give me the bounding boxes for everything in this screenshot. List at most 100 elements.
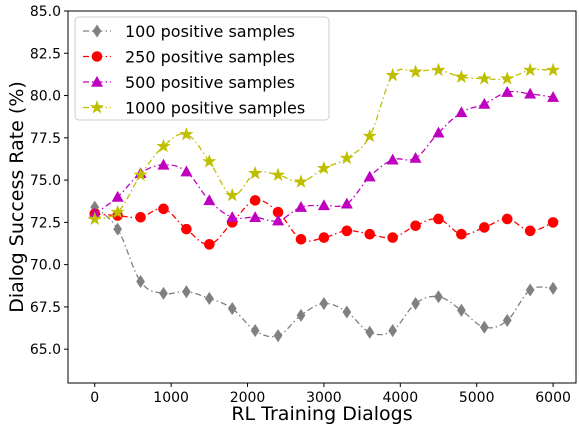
data-point (318, 232, 330, 243)
data-point (203, 194, 216, 206)
data-point (179, 127, 194, 141)
data-point (248, 165, 263, 180)
legend-box (74, 16, 330, 121)
legend: 100 positive samples 250 positive samples… (74, 16, 330, 121)
data-point (204, 239, 215, 250)
data-point (182, 285, 191, 299)
legend-item: 250 positive samples (83, 48, 295, 67)
y-tick-label: 85.0 (30, 4, 61, 20)
data-point (408, 64, 423, 78)
data-point (316, 160, 331, 175)
data-point (385, 67, 400, 82)
data-point (136, 275, 145, 289)
x-axis-title: RL Training Dialogs (231, 403, 412, 425)
y-tick-label: 77.5 (30, 131, 61, 147)
data-point (364, 228, 376, 240)
data-point (479, 320, 489, 334)
series-1 (90, 200, 558, 343)
legend-marker (91, 51, 103, 62)
legend-label: 1000 positive samples (125, 99, 305, 118)
data-point (501, 86, 514, 97)
data-point (388, 324, 398, 338)
data-point (204, 291, 214, 305)
data-point (547, 217, 559, 228)
series-line (94, 68, 554, 220)
data-point (110, 204, 125, 219)
x-tick-label: 4000 (382, 390, 418, 406)
data-point (501, 213, 513, 225)
y-tick-label: 70.0 (30, 258, 61, 274)
data-point (249, 195, 261, 206)
data-point (180, 165, 193, 177)
data-point (454, 69, 469, 83)
legend-item: 500 positive samples (83, 73, 295, 92)
data-point (294, 201, 308, 212)
legend-label: 250 positive samples (125, 48, 295, 67)
data-point (295, 233, 307, 245)
data-point (272, 214, 285, 226)
series-line (94, 199, 554, 245)
data-point (387, 232, 398, 243)
y-axis-title: Dialog Success Rate (%) (6, 81, 28, 313)
data-point (159, 286, 168, 300)
data-point (111, 190, 124, 202)
data-point (409, 151, 422, 163)
y-tick-label: 82.5 (30, 46, 61, 62)
data-point (296, 308, 306, 322)
data-point (457, 303, 466, 317)
data-point (225, 187, 240, 202)
data-point (432, 126, 445, 138)
data-point (271, 167, 286, 182)
data-point (156, 138, 171, 153)
legend-item: 1000 positive samples (83, 99, 305, 118)
data-point (411, 296, 420, 311)
data-point (250, 324, 260, 338)
legend-marker (92, 24, 102, 38)
data-point (547, 91, 560, 102)
data-point (502, 313, 512, 327)
data-point (363, 170, 376, 182)
data-point (293, 174, 309, 188)
data-point (87, 211, 102, 225)
data-point (227, 302, 237, 316)
data-point (135, 211, 146, 223)
data-point (202, 154, 217, 168)
data-point (113, 222, 123, 236)
x-tick-label: 0 (90, 390, 99, 406)
y-tick-label: 72.5 (30, 215, 61, 231)
data-point (479, 222, 490, 233)
legend-label: 500 positive samples (125, 73, 295, 92)
y-tick-label: 80.0 (30, 89, 61, 105)
data-point (342, 305, 352, 319)
series-layer (87, 62, 561, 343)
data-point (525, 283, 535, 297)
data-point (546, 62, 561, 77)
data-point (455, 106, 468, 118)
data-point (158, 203, 169, 215)
data-point (386, 153, 399, 165)
data-point (523, 62, 538, 77)
data-point (478, 97, 491, 109)
series-4 (87, 62, 561, 225)
y-tick-label: 65.0 (30, 342, 61, 358)
data-point (365, 325, 375, 339)
data-point (339, 150, 354, 165)
data-point (362, 128, 377, 143)
data-point (433, 213, 444, 225)
data-point (456, 228, 467, 240)
legend-label: 100 positive samples (125, 22, 295, 41)
legend-marker (89, 100, 105, 114)
data-point (477, 71, 492, 85)
data-point (181, 223, 192, 235)
legend-item: 100 positive samples (83, 22, 295, 41)
data-point (249, 211, 262, 222)
x-tick-label: 1000 (153, 390, 189, 406)
data-point (500, 71, 515, 85)
plot-area-frame (67, 10, 577, 384)
data-point (319, 296, 329, 311)
data-point (548, 281, 558, 295)
x-tick-label: 5000 (459, 390, 495, 406)
y-tick-label: 75.0 (30, 173, 61, 189)
x-axis: 0 1000 2000 3000 4000 5000 6000 (90, 383, 571, 406)
